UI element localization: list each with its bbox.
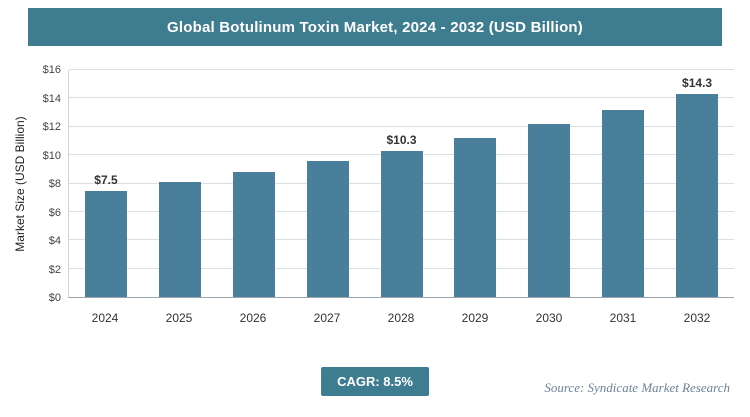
bar-2024 <box>84 190 127 297</box>
x-tick-label: 2024 <box>91 311 119 325</box>
bar-cell: $14.3 <box>660 70 734 297</box>
bar-2032 <box>676 94 719 297</box>
x-tick-label: 2027 <box>313 311 341 325</box>
bar-value-label: $14.3 <box>682 76 713 91</box>
bar-cell <box>586 70 660 297</box>
y-tick-label: $6 <box>48 206 61 219</box>
x-axis-labels: 2024 2025 2026 2027 2028 2029 2030 2031 2032 <box>68 298 734 332</box>
x-tick-label: 2025 <box>165 311 193 325</box>
plot-area: $7.5 $10.3 $14.3 <box>68 69 734 298</box>
bar-2030 <box>528 123 571 297</box>
gridline <box>69 125 734 127</box>
y-tick-label: $16 <box>42 64 61 76</box>
bar-2028 <box>380 150 423 297</box>
bar-cell <box>217 70 291 297</box>
gridline <box>69 97 734 99</box>
bars: $7.5 $10.3 $14.3 <box>69 70 734 297</box>
gridline <box>69 69 734 70</box>
bar-cell: $10.3 <box>365 70 439 297</box>
y-tick-label: $4 <box>48 235 61 247</box>
page-title: Global Botulinum Toxin Market, 2024 - 20… <box>167 18 583 36</box>
bar-2027 <box>306 160 349 297</box>
bar-cell <box>291 70 365 297</box>
cagr-badge: CAGR: 8.5% <box>321 367 429 396</box>
y-axis-title: Market Size (USD Billion) <box>10 70 30 298</box>
y-tick-label: $0 <box>48 292 61 304</box>
y-tick-label: $10 <box>42 149 61 162</box>
bar-cell: $7.5 <box>69 70 143 297</box>
bar-cell <box>143 70 217 297</box>
bar-2025 <box>158 182 201 297</box>
bar-cell <box>512 70 586 297</box>
x-tick-label: 2031 <box>609 311 637 325</box>
bar-value-label: $7.5 <box>94 172 118 187</box>
y-tick-label: $2 <box>48 263 61 276</box>
x-tick-label: 2028 <box>387 311 415 325</box>
x-tick-label: 2032 <box>683 311 711 325</box>
x-tick-label: 2026 <box>239 311 267 325</box>
bar-cell <box>438 70 512 297</box>
x-tick-label: 2030 <box>535 311 563 325</box>
y-tick-label: $12 <box>42 121 61 133</box>
chart: Market Size (USD Billion) $0 $2 $4 $6 $8 $10 $… <box>10 64 734 332</box>
y-tick-label: $8 <box>48 178 61 190</box>
y-axis-title-label: Market Size (USD Billion) <box>13 116 27 252</box>
bar-2029 <box>454 138 497 297</box>
bar-value-label: $10.3 <box>386 132 417 147</box>
y-tick-label: $14 <box>42 92 61 105</box>
bar-2026 <box>232 172 275 297</box>
bar-2031 <box>602 109 645 297</box>
chart-title-bar: Global Botulinum Toxin Market, 2024 - 20… <box>28 8 722 46</box>
x-tick-label: 2029 <box>461 311 489 325</box>
y-axis-ticks: $0 $2 $4 $6 $8 $10 $12 $14 $16 <box>30 64 68 304</box>
source-text: Source: Syndicate Market Research <box>544 380 730 395</box>
